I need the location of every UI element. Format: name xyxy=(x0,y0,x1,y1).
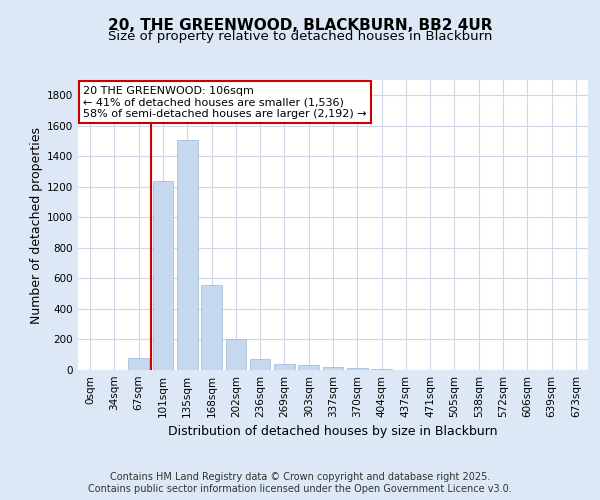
X-axis label: Distribution of detached houses by size in Blackburn: Distribution of detached houses by size … xyxy=(168,426,498,438)
Bar xyxy=(323,367,343,370)
Bar xyxy=(298,366,319,370)
Bar xyxy=(201,284,222,370)
Bar xyxy=(347,368,368,370)
Bar xyxy=(128,358,149,370)
Bar xyxy=(177,140,197,370)
Text: Size of property relative to detached houses in Blackburn: Size of property relative to detached ho… xyxy=(108,30,492,43)
Bar xyxy=(226,338,246,370)
Bar xyxy=(250,360,271,370)
Text: Contains HM Land Registry data © Crown copyright and database right 2025.: Contains HM Land Registry data © Crown c… xyxy=(110,472,490,482)
Text: 20 THE GREENWOOD: 106sqm
← 41% of detached houses are smaller (1,536)
58% of sem: 20 THE GREENWOOD: 106sqm ← 41% of detach… xyxy=(83,86,367,119)
Bar xyxy=(371,369,392,370)
Text: 20, THE GREENWOOD, BLACKBURN, BB2 4UR: 20, THE GREENWOOD, BLACKBURN, BB2 4UR xyxy=(108,18,492,32)
Bar xyxy=(152,180,173,370)
Bar xyxy=(274,364,295,370)
Y-axis label: Number of detached properties: Number of detached properties xyxy=(30,126,43,324)
Text: Contains public sector information licensed under the Open Government Licence v3: Contains public sector information licen… xyxy=(88,484,512,494)
